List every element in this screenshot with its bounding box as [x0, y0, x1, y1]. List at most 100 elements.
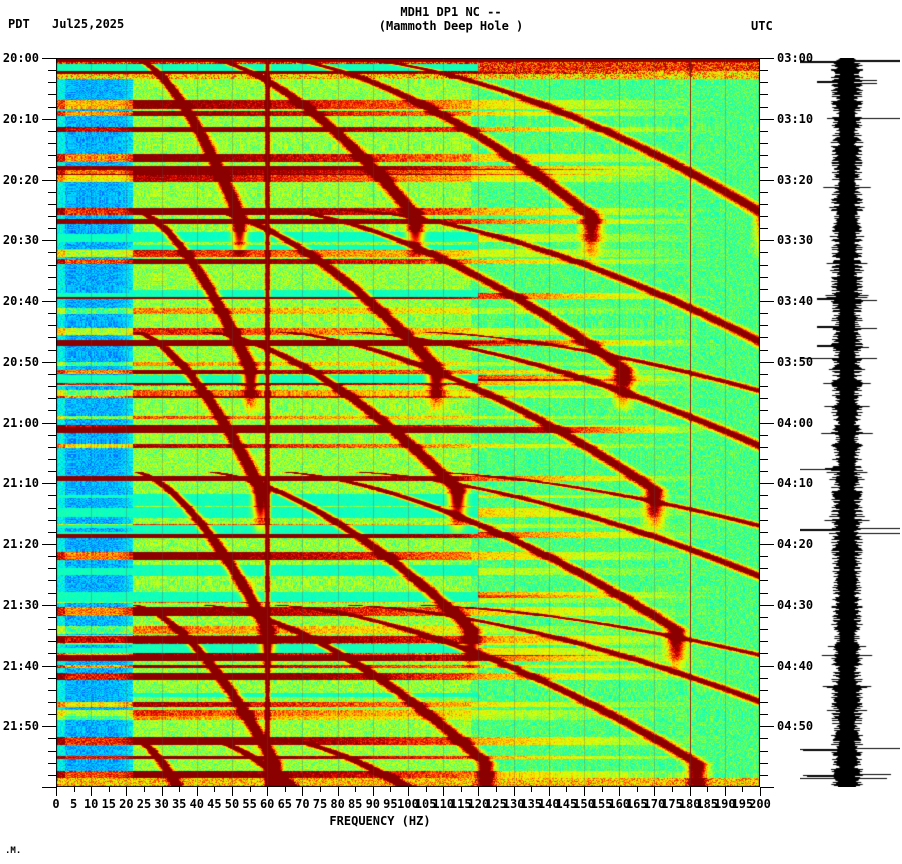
time-tick-pdt [48, 264, 56, 266]
time-tick-pdt [48, 531, 56, 533]
time-label-pdt: 21:30 [2, 597, 39, 612]
helicorder-canvas [800, 58, 900, 787]
frequency-tick [284, 787, 286, 792]
frequency-tick-label: 190 [713, 797, 736, 811]
time-tick-utc [760, 276, 768, 278]
frequency-tick [249, 787, 251, 792]
time-tick-pdt [48, 458, 56, 460]
time-tick-utc [760, 714, 768, 716]
frequency-tick [355, 787, 357, 792]
frequency-tick [232, 787, 233, 796]
time-tick-pdt [48, 616, 56, 618]
time-tick-utc [760, 531, 768, 533]
frequency-tick-label: 5 [69, 797, 78, 811]
time-tick-pdt [48, 215, 56, 217]
time-tick-pdt [48, 446, 56, 448]
time-tick-pdt [48, 191, 56, 193]
time-tick-pdt [48, 386, 56, 388]
frequency-tick-label: 20 [119, 797, 134, 811]
time-tick-pdt [48, 750, 56, 752]
time-tick-utc [760, 556, 768, 558]
frequency-tick-label: 120 [467, 797, 490, 811]
time-tick-utc [760, 191, 768, 193]
time-tick-pdt [48, 167, 56, 169]
frequency-tick-label: 10 [83, 797, 99, 811]
time-tick-utc [760, 215, 768, 217]
time-tick-pdt [48, 689, 56, 691]
frequency-tick [302, 787, 304, 796]
frequency-tick-label: 180 [678, 797, 701, 811]
frequency-tick-label: 55 [242, 797, 257, 811]
time-tick-pdt [48, 155, 56, 157]
time-tick-utc [760, 288, 768, 290]
time-label-pdt: 21:50 [2, 719, 39, 734]
time-tick-pdt [42, 787, 56, 788]
frequency-tick-label: 90 [365, 797, 381, 811]
time-tick-utc [760, 544, 774, 545]
frequency-tick [672, 787, 673, 792]
frequency-tick [496, 787, 497, 792]
time-tick-utc [760, 616, 768, 618]
time-tick-pdt [48, 276, 56, 278]
time-tick-pdt [48, 641, 56, 643]
time-label-pdt: 20:20 [2, 172, 39, 187]
time-tick-pdt [48, 495, 56, 497]
time-tick-utc [760, 325, 768, 327]
time-tick-utc [760, 701, 768, 703]
time-tick-utc [760, 750, 768, 752]
time-tick-pdt [48, 762, 56, 764]
frequency-tick [408, 787, 409, 796]
frequency-tick-label: 115 [449, 797, 472, 811]
time-tick-pdt [48, 203, 56, 205]
frequency-tick-label: 140 [537, 797, 560, 811]
time-tick-utc [760, 653, 768, 655]
frequency-tick-label: 30 [154, 797, 169, 811]
time-tick-utc [760, 337, 768, 339]
time-tick-utc [760, 301, 774, 302]
station-subtitle: (Mammoth Deep Hole ) [378, 19, 524, 33]
frequency-tick-label: 35 [171, 797, 187, 811]
time-tick-pdt [48, 288, 56, 290]
time-tick-utc [760, 252, 768, 254]
frequency-tick [443, 787, 445, 796]
frequency-tick [460, 787, 462, 792]
frequency-tick [724, 787, 726, 796]
frequency-tick [636, 787, 638, 792]
time-tick-pdt [42, 58, 56, 59]
time-tick-utc [760, 264, 768, 266]
frequency-tick-label: 85 [347, 797, 363, 811]
frequency-tick [584, 787, 585, 796]
timezone-label-left: PDT [8, 17, 30, 31]
frequency-tick [126, 787, 128, 796]
time-tick-pdt [48, 130, 56, 132]
time-tick-utc [760, 130, 768, 132]
time-tick-pdt [42, 483, 56, 485]
frequency-tick-label: 0 [52, 797, 60, 811]
time-label-pdt: 21:00 [2, 415, 39, 430]
frequency-tick [91, 787, 93, 796]
time-tick-utc [760, 458, 768, 460]
time-tick-pdt [48, 398, 56, 400]
time-tick-pdt [48, 228, 56, 230]
time-tick-pdt [42, 118, 56, 120]
frequency-tick [478, 787, 480, 796]
time-label-pdt: 21:10 [2, 476, 39, 491]
time-tick-utc [760, 689, 768, 691]
frequency-tick [196, 787, 198, 796]
time-tick-pdt [48, 774, 56, 776]
time-label-pdt: 21:20 [2, 537, 39, 551]
frequency-tick-label: 25 [136, 797, 152, 811]
time-tick-utc [760, 507, 768, 509]
frequency-tick-label: 105 [414, 797, 437, 811]
time-tick-pdt [48, 82, 56, 84]
frequency-tick-label: 145 [555, 797, 578, 811]
frequency-tick-label: 165 [625, 797, 648, 811]
time-tick-utc [760, 434, 768, 436]
time-tick-utc [760, 495, 768, 497]
time-tick-utc [760, 349, 768, 351]
frequency-tick-label: 185 [696, 797, 719, 811]
frequency-tick-label: 75 [312, 797, 328, 811]
time-tick-utc [760, 70, 768, 72]
spectrogram-plot[interactable] [56, 58, 760, 787]
time-tick-pdt [48, 714, 56, 716]
